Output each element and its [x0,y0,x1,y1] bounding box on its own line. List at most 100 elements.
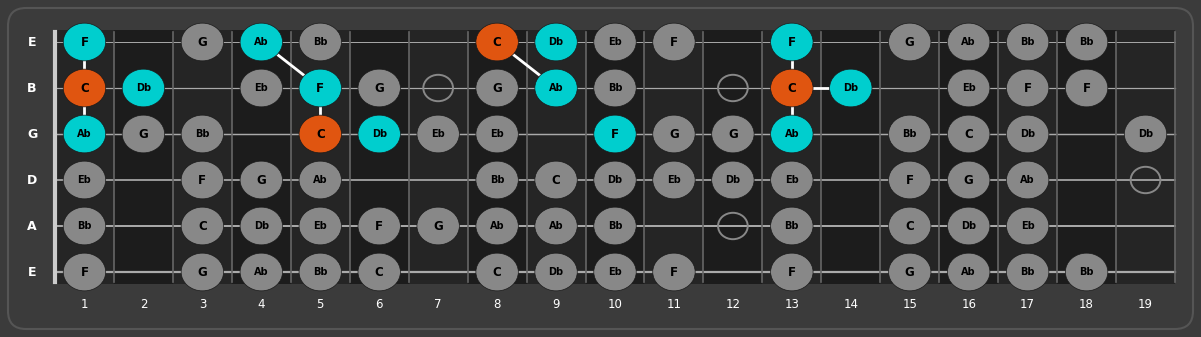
FancyBboxPatch shape [8,8,1193,329]
Ellipse shape [299,23,341,61]
Text: G: G [197,266,208,278]
Ellipse shape [64,23,106,61]
Text: Db: Db [371,129,387,139]
Bar [1116,30,1175,284]
Bar [586,30,645,284]
Text: Bb: Bb [902,129,918,139]
Text: Bb: Bb [1021,37,1035,47]
Text: F: F [788,35,796,49]
Ellipse shape [1006,115,1048,153]
Ellipse shape [771,115,813,153]
Ellipse shape [534,69,578,107]
Ellipse shape [1006,161,1048,199]
Ellipse shape [771,23,813,61]
Text: 2: 2 [139,299,148,311]
Ellipse shape [771,161,813,199]
Bar [880,30,939,284]
Text: Db: Db [961,221,976,231]
Text: G: G [26,127,37,141]
Ellipse shape [1006,23,1048,61]
Text: C: C [80,82,89,94]
Text: Bb: Bb [1080,37,1094,47]
Text: 11: 11 [667,299,681,311]
Bar [526,30,586,284]
Text: 14: 14 [843,299,859,311]
Ellipse shape [534,253,578,291]
Bar [645,30,704,284]
Text: F: F [80,266,89,278]
Ellipse shape [476,161,519,199]
Text: E: E [28,266,36,278]
Ellipse shape [948,207,990,245]
Text: 13: 13 [784,299,800,311]
Ellipse shape [948,253,990,291]
Text: F: F [1023,82,1032,94]
Ellipse shape [593,161,637,199]
Text: C: C [198,219,207,233]
Text: E: E [28,35,36,49]
Text: G: G [434,219,443,233]
Ellipse shape [948,161,990,199]
Text: Db: Db [608,175,622,185]
Ellipse shape [712,115,754,153]
Text: Db: Db [253,221,269,231]
Text: Ab: Ab [313,175,328,185]
Ellipse shape [1006,69,1048,107]
Text: F: F [80,35,89,49]
Ellipse shape [652,161,695,199]
Ellipse shape [64,253,106,291]
Ellipse shape [123,115,165,153]
Text: Bb: Bb [608,83,622,93]
Text: 18: 18 [1080,299,1094,311]
Ellipse shape [889,161,931,199]
Ellipse shape [652,23,695,61]
Ellipse shape [712,161,754,199]
Text: C: C [964,127,973,141]
Ellipse shape [771,69,813,107]
Text: Db: Db [549,267,563,277]
Text: 3: 3 [198,299,207,311]
Ellipse shape [240,23,282,61]
Text: Ab: Ab [549,221,563,231]
Text: 12: 12 [725,299,740,311]
Ellipse shape [534,23,578,61]
Text: Bb: Bb [1080,267,1094,277]
Ellipse shape [593,253,637,291]
Bar [349,30,408,284]
Ellipse shape [1006,207,1048,245]
Text: Bb: Bb [490,175,504,185]
Text: Eb: Eb [313,221,327,231]
Text: Db: Db [843,83,859,93]
Text: Eb: Eb [431,129,446,139]
Text: G: G [669,127,679,141]
Ellipse shape [1006,253,1048,291]
Ellipse shape [358,253,400,291]
Text: Db: Db [725,175,741,185]
Text: Eb: Eb [78,175,91,185]
Text: Eb: Eb [1021,221,1034,231]
Text: 4: 4 [257,299,265,311]
Ellipse shape [64,207,106,245]
Text: Bb: Bb [313,37,328,47]
Ellipse shape [299,161,341,199]
Bar [821,30,880,284]
Text: 15: 15 [902,299,918,311]
Ellipse shape [358,69,400,107]
Bar [55,30,114,284]
Bar [291,30,349,284]
Text: B: B [28,82,37,94]
Ellipse shape [593,69,637,107]
Ellipse shape [1065,23,1107,61]
Ellipse shape [889,207,931,245]
Text: C: C [906,219,914,233]
Text: Bb: Bb [313,267,328,277]
Ellipse shape [181,115,223,153]
Ellipse shape [948,115,990,153]
Bar [998,30,1057,284]
Ellipse shape [771,253,813,291]
Ellipse shape [889,115,931,153]
Text: G: G [728,127,737,141]
Ellipse shape [240,161,282,199]
Bar [173,30,232,284]
Text: G: G [375,82,384,94]
